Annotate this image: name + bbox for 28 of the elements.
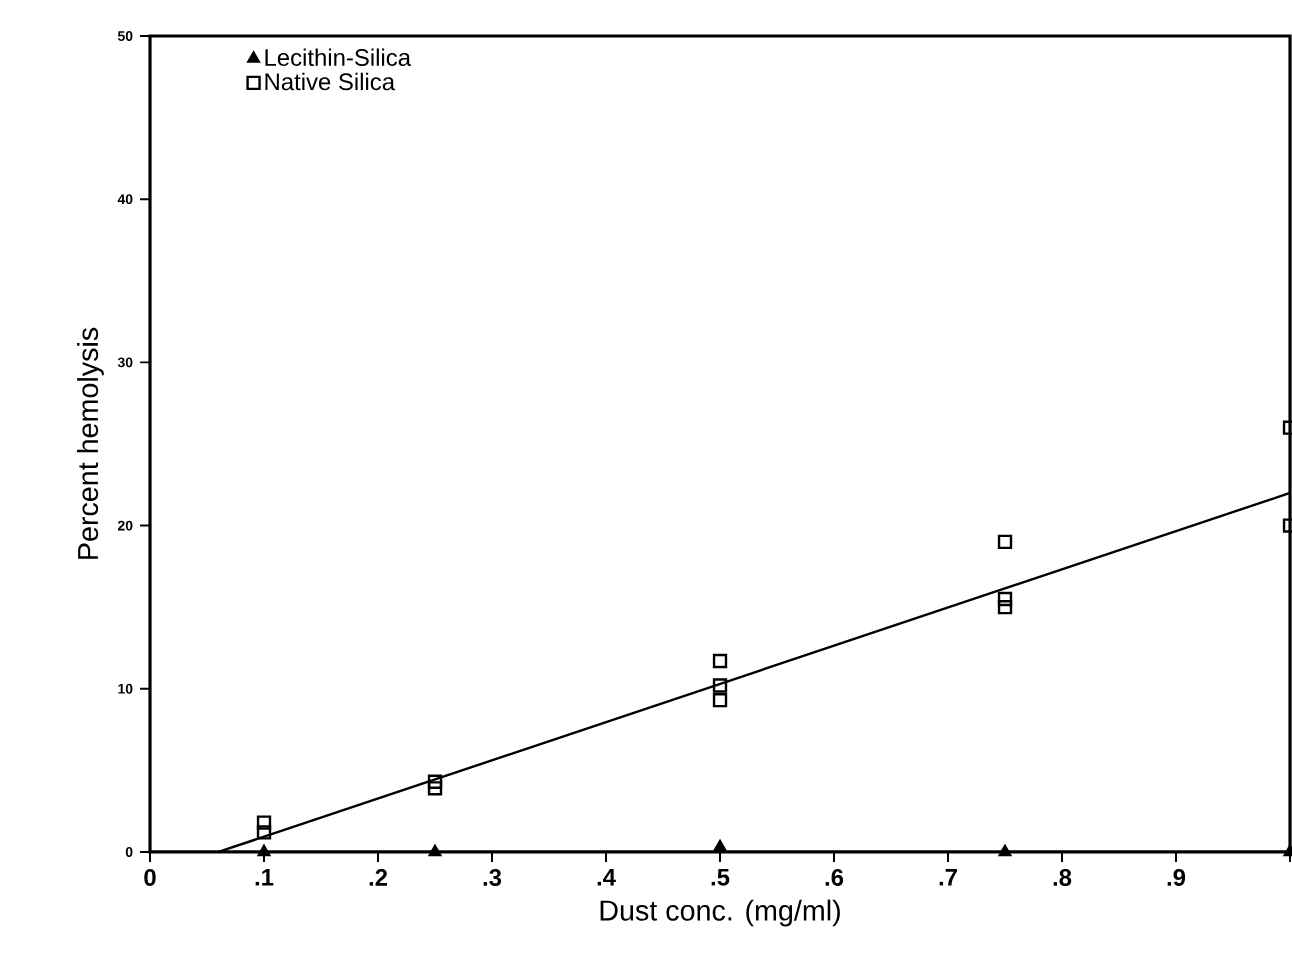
point — [712, 653, 728, 669]
point — [997, 534, 1013, 550]
x-tick-label: 0 — [144, 868, 156, 886]
x-tick-label: .1 — [255, 868, 274, 886]
point — [712, 693, 728, 708]
x-tick-label: .9 — [1167, 868, 1186, 886]
point — [256, 815, 272, 830]
point — [257, 844, 271, 857]
legend-label: Native Silica — [265, 72, 396, 91]
x-tick-label: .2 — [369, 868, 388, 886]
point — [997, 591, 1013, 607]
x-tick-label: .6 — [825, 868, 844, 886]
legend-label: Lecithin-Silica — [265, 48, 411, 66]
point — [256, 825, 272, 840]
x-tick-label: .4 — [597, 868, 616, 886]
x-tick-label: .3 — [483, 868, 502, 886]
x-tick-label: .8 — [1053, 868, 1072, 886]
point — [997, 600, 1013, 615]
y-axis-title: Percent hemolysis — [77, 327, 104, 559]
x-tick-label: .5 — [711, 868, 730, 886]
point — [427, 774, 443, 789]
point — [712, 678, 728, 693]
point — [998, 844, 1012, 857]
point — [428, 844, 442, 857]
x-axis-title: Dust conc. (mg/ml) — [600, 899, 840, 927]
point — [713, 839, 727, 852]
x-tick-label: .7 — [939, 868, 957, 886]
point — [427, 781, 443, 796]
